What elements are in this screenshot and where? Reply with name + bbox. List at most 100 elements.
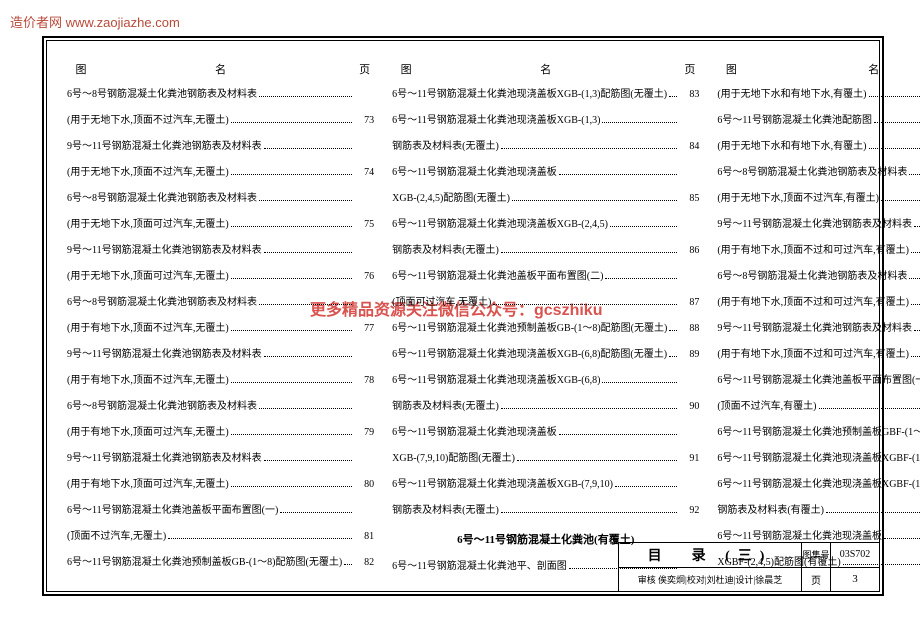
leader-dots (264, 356, 353, 357)
page-label: 页 (802, 568, 831, 592)
entry-text: 9号～11号钢筋混凝土化粪池钢筋表及材料表 (67, 345, 262, 360)
entry-text: 9号～11号钢筋混凝土化粪池钢筋表及材料表 (67, 449, 262, 464)
watermark-top: 造价者网 www.zaojiazhe.com (10, 12, 180, 31)
entry-text: 6号～11号钢筋混凝土化粪池现浇盖板XGB-(6,8) (392, 371, 600, 386)
column-header: 图名页 (392, 61, 699, 85)
toc-entry: (顶面不过汽车,无覆土) 81 (67, 527, 374, 542)
entry-text: 6号～11号钢筋混凝土化粪池现浇盖板 (392, 163, 557, 178)
toc-entry: (用于无地下水,顶面可过汽车,无覆土)76 (67, 267, 374, 282)
title-main: 目 录 (三) (619, 543, 802, 567)
entry-text: (用于有地下水,顶面不过和可过汽车,有覆土) (717, 293, 909, 308)
toc-entry: 6号～11号钢筋混凝土化粪池盖板平面布置图(一) (717, 371, 920, 386)
toc-entry: 6号～11号钢筋混凝土化粪池预制盖板GB-(1～8)配筋图(无覆土) 82 (67, 553, 374, 568)
entry-text: 6号～11号钢筋混凝土化粪池现浇盖板 (717, 527, 882, 542)
toc-entry: 9号～11号钢筋混凝土化粪池钢筋表及材料表 (67, 137, 374, 152)
leader-dots (512, 200, 677, 201)
toc-entry: 6号～11号钢筋混凝土化粪池盖板平面布置图(一) (67, 501, 374, 516)
entry-text: 6号～11号钢筋混凝土化粪池配筋图 (717, 111, 872, 126)
toc-entry: 6号～11号钢筋混凝土化粪池现浇盖板XGB-(2,4,5) (392, 215, 699, 230)
entry-text: 6号～11号钢筋混凝土化粪池盖板平面布置图(一) (67, 501, 278, 516)
leader-dots (669, 96, 677, 97)
entry-text: 6号～11号钢筋混凝土化粪池现浇盖板XGB-(2,4,5) (392, 215, 608, 230)
leader-dots (231, 382, 353, 383)
toc-entry: 9号～11号钢筋混凝土化粪池钢筋表及材料表 (717, 319, 920, 334)
entry-page: 79 (354, 427, 374, 438)
entry-text: 钢筋表及材料表(无覆土) (392, 501, 499, 516)
toc-entry: (用于有地下水,顶面不过和可过汽车,有覆土)97 (717, 293, 920, 308)
entry-text: 钢筋表及材料表(有覆土) (717, 501, 824, 516)
toc-content: 图名页6号～8号钢筋混凝土化粪池钢筋表及材料表(用于无地下水,顶面不过汽车,无覆… (67, 61, 859, 531)
leader-dots (259, 200, 352, 201)
toc-entry: (顶面不过汽车,有覆土)99 (717, 397, 920, 412)
toc-entry: 6号～8号钢筋混凝土化粪池钢筋表及材料表 (67, 397, 374, 412)
toc-entry: 6号～11号钢筋混凝土化粪池现浇盖板XGB-(1,3)配筋图(无覆土)83 (392, 85, 699, 100)
entry-page: 83 (679, 89, 699, 100)
entry-page: 81 (354, 531, 374, 542)
entry-text: 6号～11号钢筋混凝土化粪池现浇盖板XGB-(6,8)配筋图(无覆土) (392, 345, 667, 360)
entry-page: 80 (354, 479, 374, 490)
leader-dots (344, 564, 352, 565)
leader-dots (231, 122, 353, 123)
toc-entry: (顶面可过汽车,无覆土)87 (392, 293, 699, 308)
entry-text: 6号～8号钢筋混凝土化粪池钢筋表及材料表 (717, 163, 907, 178)
outer-frame: 图名页6号～8号钢筋混凝土化粪池钢筋表及材料表(用于无地下水,顶面不过汽车,无覆… (42, 36, 884, 596)
leader-dots (610, 226, 677, 227)
toc-entry: 6号～8号钢筋混凝土化粪池钢筋表及材料表 (67, 189, 374, 204)
toc-entry: 6号～11号钢筋混凝土化粪池现浇盖板XGB-(6,8) (392, 371, 699, 386)
entry-text: (用于有地下水,顶面可过汽车,无覆土) (67, 423, 229, 438)
header-col_a: 图 (71, 61, 91, 77)
entry-text: 6号～11号钢筋混凝土化粪池预制盖板GB-(1～8)配筋图(无覆土) (67, 553, 342, 568)
entry-text: 9号～11号钢筋混凝土化粪池钢筋表及材料表 (717, 215, 912, 230)
leader-dots (501, 408, 678, 409)
leader-dots (874, 122, 920, 123)
entry-page: 92 (679, 505, 699, 516)
entry-page: 82 (354, 557, 374, 568)
entry-text: (顶面不过汽车,无覆土) (67, 527, 166, 542)
entry-page: 77 (354, 323, 374, 334)
entry-text: (用于无地下水和有地下水,有覆土) (717, 137, 866, 152)
entry-text: (用于有地下水,顶面不过和可过汽车,有覆土) (717, 241, 909, 256)
header-col_c: 页 (675, 61, 695, 77)
entry-text: 6号～11号钢筋混凝土化粪池现浇盖板XGB-(1,3) (392, 111, 600, 126)
toc-entry: 6号～11号钢筋混凝土化粪池现浇盖板XGB-(7,9,10) (392, 475, 699, 490)
toc-entry: 6号～11号钢筋混凝土化粪池现浇盖板XGB-(1,3) (392, 111, 699, 126)
entry-text: (用于有地下水,顶面不过汽车,无覆土) (67, 371, 229, 386)
entry-text: (用于有地下水,顶面可过汽车,无覆土) (67, 475, 229, 490)
toc-entry: 钢筋表及材料表(无覆土)90 (392, 397, 699, 412)
entry-text: 6号～8号钢筋混凝土化粪池钢筋表及材料表 (67, 293, 257, 308)
entry-text: 6号～11号钢筋混凝土化粪池预制盖板GB-(1～8)配筋图(无覆土) (392, 319, 667, 334)
leader-dots (264, 252, 353, 253)
header-col_b: 名 (91, 61, 350, 77)
column-header: 图名页 (67, 61, 374, 85)
column-header: 图名页 (717, 61, 920, 85)
toc-entry: (用于无地下水和有地下水,有覆土)93 (717, 85, 920, 100)
entry-page: 88 (679, 323, 699, 334)
leader-dots (911, 304, 920, 305)
code-label: 图集号 (802, 543, 831, 567)
leader-dots (231, 486, 353, 487)
toc-entry: (用于有地下水,顶面可过汽车,无覆土) 79 (67, 423, 374, 438)
toc-entry: 6号～8号钢筋混凝土化粪池钢筋表及材料表 (717, 267, 920, 282)
toc-entry: (用于有地下水,顶面不过汽车,无覆土)77 (67, 319, 374, 334)
entry-text: (用于无地下水,顶面不过汽车,无覆土) (67, 111, 229, 126)
entry-text: 6号～11号钢筋混凝土化粪池现浇盖板XGB-(7,9,10) (392, 475, 613, 490)
toc-entry: 6号～11号钢筋混凝土化粪池现浇盖板XGBF-(1,3) (717, 475, 920, 490)
toc-entry: 6号～11号钢筋混凝土化粪池预制盖板GB-(1～8)配筋图(无覆土) 88 (392, 319, 699, 334)
entry-page: 91 (679, 453, 699, 464)
entry-text: 9号～11号钢筋混凝土化粪池钢筋表及材料表 (717, 319, 912, 334)
leader-dots (259, 304, 352, 305)
leader-dots (559, 434, 678, 435)
leader-dots (869, 148, 920, 149)
toc-entry: (用于无地下水,顶面不过汽车,无覆土)74 (67, 163, 374, 178)
leader-dots (914, 330, 920, 331)
header-col_b: 名 (416, 61, 675, 77)
entry-text: 6号～8号钢筋混凝土化粪池钢筋表及材料表 (67, 85, 257, 100)
page-number: 3 (831, 568, 879, 592)
leader-dots (493, 304, 677, 305)
leader-dots (914, 226, 920, 227)
leader-dots (605, 278, 677, 279)
header-col_a: 图 (721, 61, 741, 77)
leader-dots (559, 174, 678, 175)
leader-dots (869, 96, 920, 97)
leader-dots (881, 200, 920, 201)
